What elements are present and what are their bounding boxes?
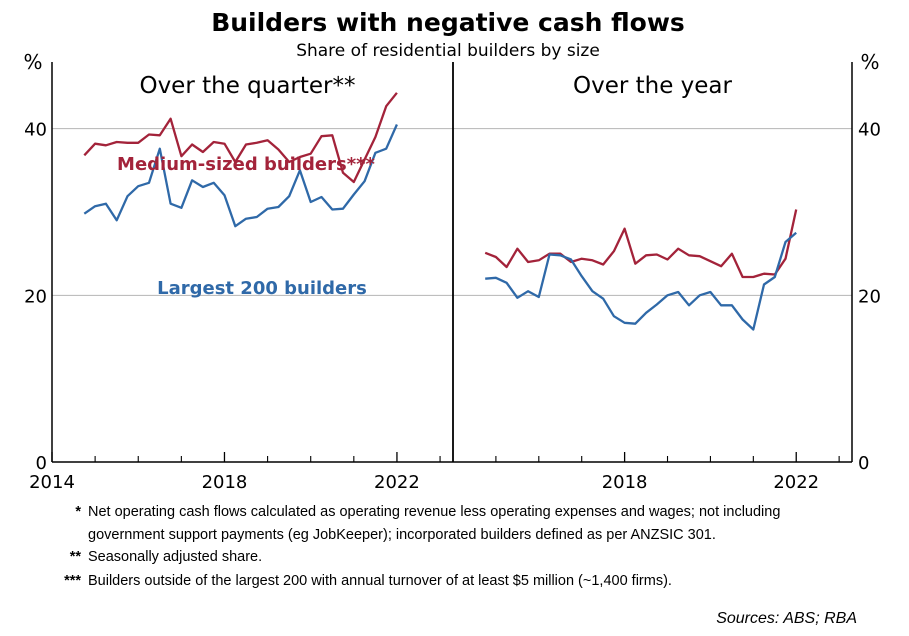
panel-title: Over the quarter** — [139, 73, 355, 99]
x-tick-label: 2018 — [202, 472, 248, 493]
y-unit-left: % — [23, 50, 42, 74]
footnotes: * Net operating cash flows calculated as … — [64, 504, 780, 589]
y-unit-right: % — [860, 50, 879, 74]
sources-note: Sources: ABS; RBA — [716, 610, 857, 627]
x-tick-label: 2014 — [29, 472, 75, 493]
series-line-medium — [83, 92, 398, 184]
footnote-text: Seasonally adjusted share. — [88, 549, 262, 565]
footnote-marker: ** — [70, 549, 82, 565]
footnote-text: government support payments (eg JobKeepe… — [88, 527, 716, 543]
y-tick-label-right: 40 — [858, 120, 881, 141]
x-tick-label: 2018 — [602, 472, 648, 493]
series-label-medium: Medium-sized builders*** — [117, 154, 375, 175]
y-tick-label-left: 40 — [24, 120, 47, 141]
x-tick-label: 2022 — [773, 472, 819, 493]
y-tick-label-right: 20 — [858, 286, 881, 307]
series-line-largest — [83, 124, 398, 228]
chart-subtitle: Share of residential builders by size — [296, 41, 600, 61]
footnote-marker: * — [75, 504, 81, 520]
footnote-text: Net operating cash flows calculated as o… — [88, 504, 780, 520]
panel-title: Over the year — [573, 73, 733, 99]
footnote-text: Builders outside of the largest 200 with… — [88, 573, 672, 589]
series-line-medium — [484, 209, 798, 279]
y-tick-label-right: 0 — [858, 453, 869, 474]
y-tick-label-left: 0 — [36, 453, 47, 474]
panel-2: Over the year 2018 2022 — [453, 73, 852, 493]
footnote-marker: *** — [64, 573, 81, 589]
series-label-largest: Largest 200 builders — [157, 278, 367, 299]
x-tick-label: 2022 — [374, 472, 420, 493]
y-tick-label-left: 20 — [24, 286, 47, 307]
panel-1: Over the quarter** 2014 2018 2022 — [29, 73, 453, 493]
series-line-largest — [485, 231, 797, 331]
chart-title: Builders with negative cash flows — [211, 8, 685, 37]
